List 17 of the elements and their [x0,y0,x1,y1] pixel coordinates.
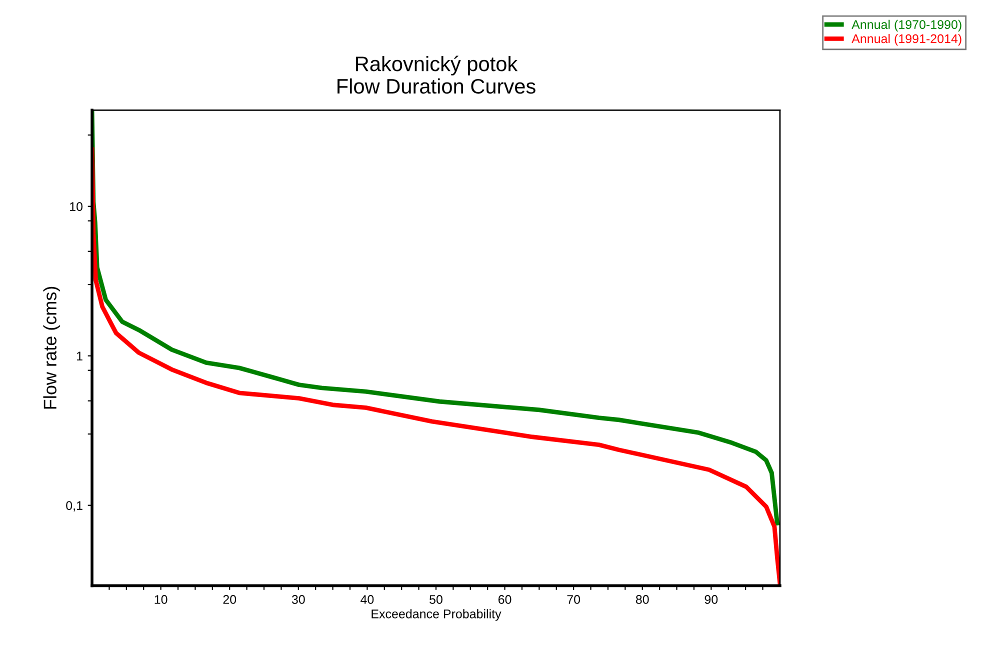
x-tick-label: 60 [498,595,512,604]
x-tick-label: 50 [430,595,442,604]
chart-title: Rakovnický potok Flow Duration Curves [338,56,536,94]
x-axis-title: Exceedance Probability [372,609,502,621]
x-tick-label: 20 [223,595,236,604]
legend-label: Annual (1991-2014) [852,34,962,46]
x-tick-label: 30 [292,595,305,604]
legend-label: Annual (1970-1990) [852,20,962,32]
x-tick-label: 70 [567,595,580,604]
y-tick-label: 10 [70,202,83,212]
y-axis-title: Flow rate (cms) [43,286,60,409]
y-tick-label: 0,1 [66,501,82,512]
x-tick-label: 10 [154,595,168,604]
x-tick-label: 80 [636,595,649,604]
y-tick-label: 1 [76,352,82,360]
x-tick-label: 40 [360,595,374,604]
x-tick-label: 90 [704,595,718,604]
